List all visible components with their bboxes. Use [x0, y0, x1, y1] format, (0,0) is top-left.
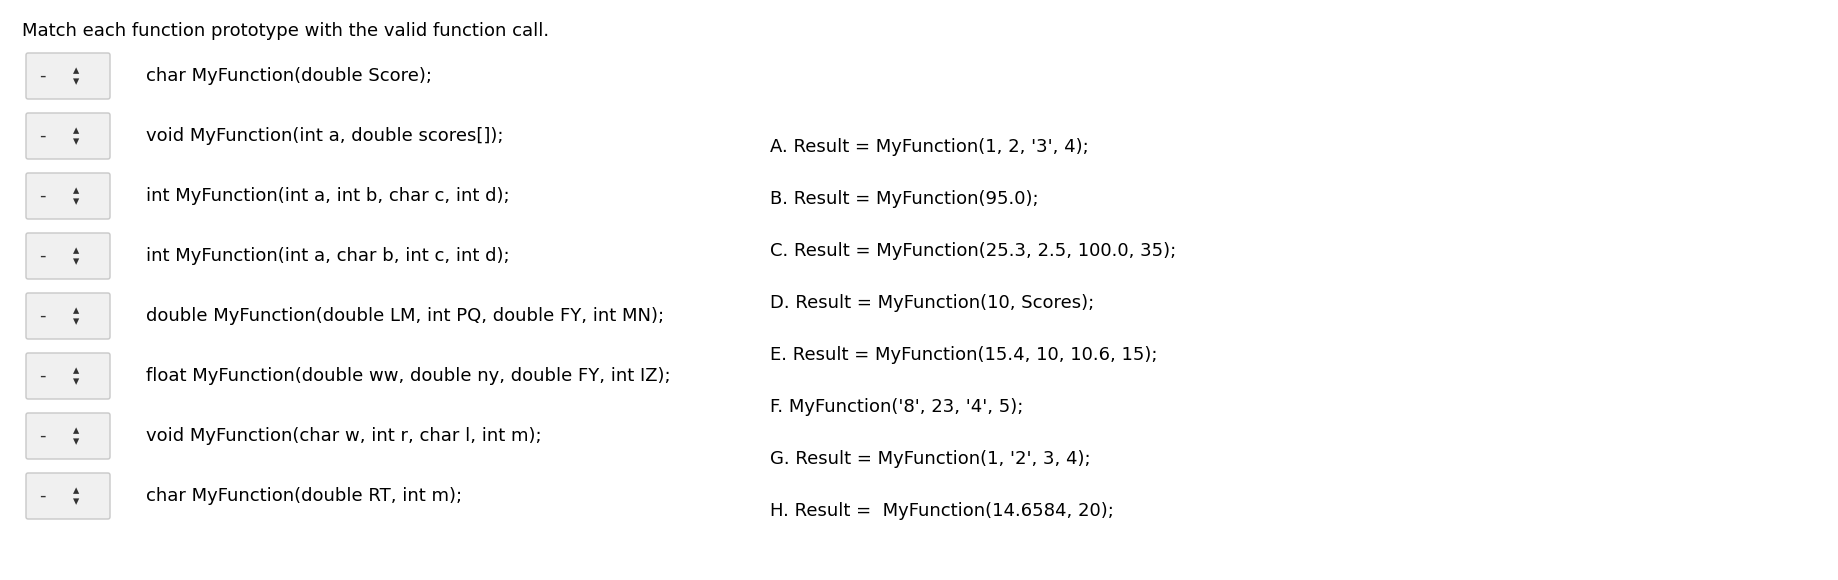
Text: int MyFunction(int a, char b, int c, int d);: int MyFunction(int a, char b, int c, int…	[145, 247, 509, 265]
Text: -: -	[39, 307, 46, 325]
Text: -: -	[39, 247, 46, 265]
Text: C. Result = MyFunction(25.3, 2.5, 100.0, 35);: C. Result = MyFunction(25.3, 2.5, 100.0,…	[770, 242, 1176, 260]
FancyBboxPatch shape	[26, 293, 110, 339]
Text: H. Result =  MyFunction(14.6584, 20);: H. Result = MyFunction(14.6584, 20);	[770, 502, 1114, 520]
Text: float MyFunction(double ww, double ny, double FY, int IZ);: float MyFunction(double ww, double ny, d…	[145, 367, 671, 385]
Text: void MyFunction(char w, int r, char l, int m);: void MyFunction(char w, int r, char l, i…	[145, 427, 542, 445]
Text: -: -	[39, 67, 46, 85]
Text: B. Result = MyFunction(95.0);: B. Result = MyFunction(95.0);	[770, 190, 1038, 208]
Text: F. MyFunction('8', 23, '4', 5);: F. MyFunction('8', 23, '4', 5);	[770, 398, 1024, 416]
FancyBboxPatch shape	[26, 413, 110, 459]
Text: -: -	[39, 487, 46, 505]
Text: ▴
▾: ▴ ▾	[74, 244, 79, 268]
Text: ▴
▾: ▴ ▾	[74, 484, 79, 508]
FancyBboxPatch shape	[26, 473, 110, 519]
Text: D. Result = MyFunction(10, Scores);: D. Result = MyFunction(10, Scores);	[770, 294, 1094, 312]
Text: -: -	[39, 127, 46, 145]
Text: void MyFunction(int a, double scores[]);: void MyFunction(int a, double scores[]);	[145, 127, 504, 145]
Text: A. Result = MyFunction(1, 2, '3', 4);: A. Result = MyFunction(1, 2, '3', 4);	[770, 138, 1088, 156]
FancyBboxPatch shape	[26, 173, 110, 219]
Text: char MyFunction(double RT, int m);: char MyFunction(double RT, int m);	[145, 487, 461, 505]
Text: ▴
▾: ▴ ▾	[74, 64, 79, 88]
Text: char MyFunction(double Score);: char MyFunction(double Score);	[145, 67, 432, 85]
Text: int MyFunction(int a, int b, char c, int d);: int MyFunction(int a, int b, char c, int…	[145, 187, 509, 205]
Text: ▴
▾: ▴ ▾	[74, 424, 79, 448]
FancyBboxPatch shape	[26, 353, 110, 399]
Text: Match each function prototype with the valid function call.: Match each function prototype with the v…	[22, 22, 550, 40]
Text: E. Result = MyFunction(15.4, 10, 10.6, 15);: E. Result = MyFunction(15.4, 10, 10.6, 1…	[770, 346, 1158, 364]
Text: ▴
▾: ▴ ▾	[74, 124, 79, 148]
Text: ▴
▾: ▴ ▾	[74, 304, 79, 328]
Text: -: -	[39, 187, 46, 205]
Text: -: -	[39, 427, 46, 445]
FancyBboxPatch shape	[26, 233, 110, 279]
FancyBboxPatch shape	[26, 113, 110, 159]
FancyBboxPatch shape	[26, 53, 110, 99]
Text: ▴
▾: ▴ ▾	[74, 184, 79, 208]
Text: ▴
▾: ▴ ▾	[74, 364, 79, 388]
Text: G. Result = MyFunction(1, '2', 3, 4);: G. Result = MyFunction(1, '2', 3, 4);	[770, 450, 1090, 468]
Text: double MyFunction(double LM, int PQ, double FY, int MN);: double MyFunction(double LM, int PQ, dou…	[145, 307, 664, 325]
Text: -: -	[39, 367, 46, 385]
